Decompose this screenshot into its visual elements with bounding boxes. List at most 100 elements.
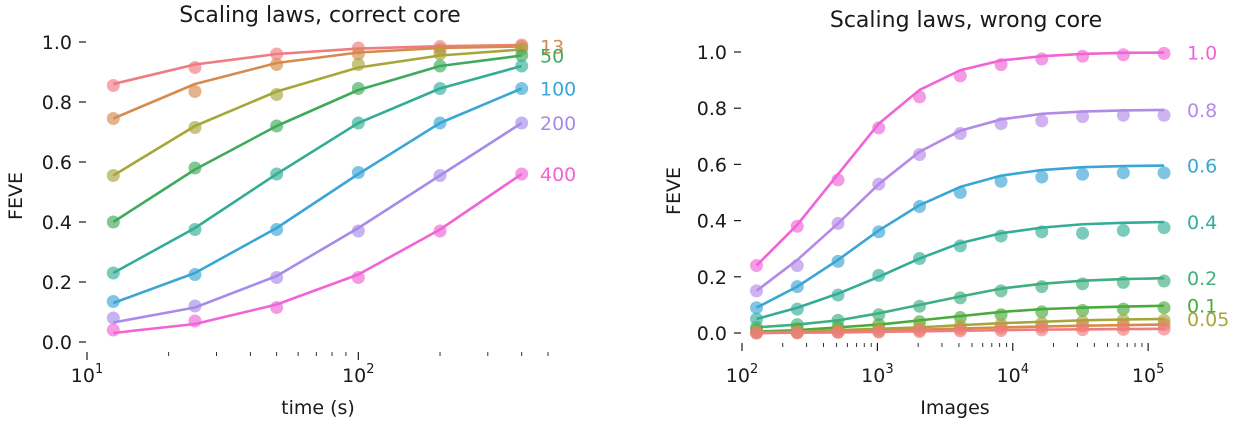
y-tick-label: 0.0 <box>42 332 72 354</box>
series-label: 13 <box>540 37 564 59</box>
data-point <box>188 268 202 281</box>
y-tick-label: 0.2 <box>697 267 727 289</box>
data-point <box>270 119 284 133</box>
data-point <box>1035 225 1049 239</box>
y-tick-label: 0.8 <box>697 98 727 120</box>
x-tick-base: 10 <box>71 365 95 387</box>
chart-title: Scaling laws, correct core <box>179 3 460 28</box>
data-point <box>790 302 804 316</box>
series: 400 <box>106 164 576 337</box>
data-point <box>994 284 1008 298</box>
data-point <box>1157 301 1171 315</box>
data-point <box>1116 223 1130 237</box>
data-point <box>1076 304 1090 318</box>
y-tick-label: 0.6 <box>42 152 72 174</box>
data-point <box>433 116 447 130</box>
data-point <box>433 224 447 238</box>
data-point <box>1035 323 1049 337</box>
data-point <box>1116 108 1130 122</box>
data-point <box>1157 166 1171 180</box>
x-axis-label: Images <box>920 397 989 419</box>
data-point <box>1116 302 1130 316</box>
series-fit-line <box>112 43 522 86</box>
data-point <box>188 85 202 98</box>
data-point <box>872 325 886 339</box>
series-label: 0.1 <box>1187 296 1217 318</box>
y-tick-label: 0.2 <box>42 272 72 294</box>
x-tick-exponent: 2 <box>366 362 374 377</box>
data-point <box>790 280 804 294</box>
data-point <box>515 167 529 181</box>
series-label: 100 <box>540 79 576 101</box>
data-point <box>1076 110 1090 124</box>
data-point <box>1157 46 1171 60</box>
data-point <box>1076 167 1090 181</box>
data-point <box>270 301 284 314</box>
series-fit-line <box>112 45 522 120</box>
series-fit-line <box>755 51 1165 267</box>
data-point <box>1116 48 1130 62</box>
series-fit-line <box>756 220 1165 321</box>
series-label: 1.0 <box>1187 43 1217 65</box>
data-point <box>872 225 886 239</box>
series: 0.4 <box>750 212 1217 326</box>
chart-title: Scaling laws, wrong core <box>830 8 1102 33</box>
data-point <box>515 82 529 95</box>
data-point <box>106 266 120 280</box>
x-tick-exponent: 3 <box>885 362 893 377</box>
data-point <box>913 325 927 339</box>
data-point <box>994 174 1008 188</box>
data-point <box>515 49 529 62</box>
data-point <box>1035 114 1049 128</box>
x-tick-label: 103 <box>861 362 893 387</box>
data-point <box>106 169 120 182</box>
data-point <box>515 116 529 130</box>
data-point <box>872 308 886 322</box>
series <box>106 43 529 182</box>
series: 200 <box>106 113 576 325</box>
data-point <box>913 299 927 313</box>
data-point <box>106 311 120 325</box>
data-point <box>1116 322 1130 336</box>
x-tick-base: 10 <box>1132 365 1156 387</box>
y-tick-label: 0.4 <box>697 211 727 233</box>
data-point <box>351 166 365 179</box>
series: 1.0 <box>750 43 1217 273</box>
data-point <box>106 79 120 92</box>
data-point <box>351 271 365 284</box>
series-fit-line <box>112 48 522 177</box>
x-tick-base: 10 <box>726 365 750 387</box>
data-point <box>270 223 284 236</box>
data-point <box>994 117 1008 131</box>
data-point <box>750 284 764 298</box>
series-label: 0.2 <box>1187 268 1217 290</box>
data-point <box>953 324 967 338</box>
data-point <box>433 82 447 95</box>
data-point <box>831 216 845 230</box>
x-axis-label: time (s) <box>281 397 355 419</box>
data-point <box>270 58 284 71</box>
data-point <box>188 61 202 74</box>
x-tick-base: 10 <box>997 365 1021 387</box>
data-point <box>994 308 1008 322</box>
data-point <box>106 112 120 125</box>
data-point <box>188 314 202 328</box>
data-point <box>270 271 284 284</box>
data-point <box>953 69 967 83</box>
data-point <box>106 215 120 229</box>
x-tick-base: 10 <box>861 365 885 387</box>
series-label: 0.6 <box>1187 156 1217 178</box>
series <box>106 59 529 280</box>
series-label: 50 <box>540 46 564 68</box>
data-point <box>872 177 886 191</box>
data-point <box>872 268 886 282</box>
x-tick-label: 102 <box>726 362 758 387</box>
x-tick-exponent: 2 <box>750 362 758 377</box>
data-point <box>953 126 967 140</box>
data-point <box>994 58 1008 72</box>
x-tick-exponent: 5 <box>1156 362 1164 377</box>
y-tick-label: 1.0 <box>42 32 72 54</box>
data-point <box>351 116 365 130</box>
data-point <box>1116 275 1130 289</box>
